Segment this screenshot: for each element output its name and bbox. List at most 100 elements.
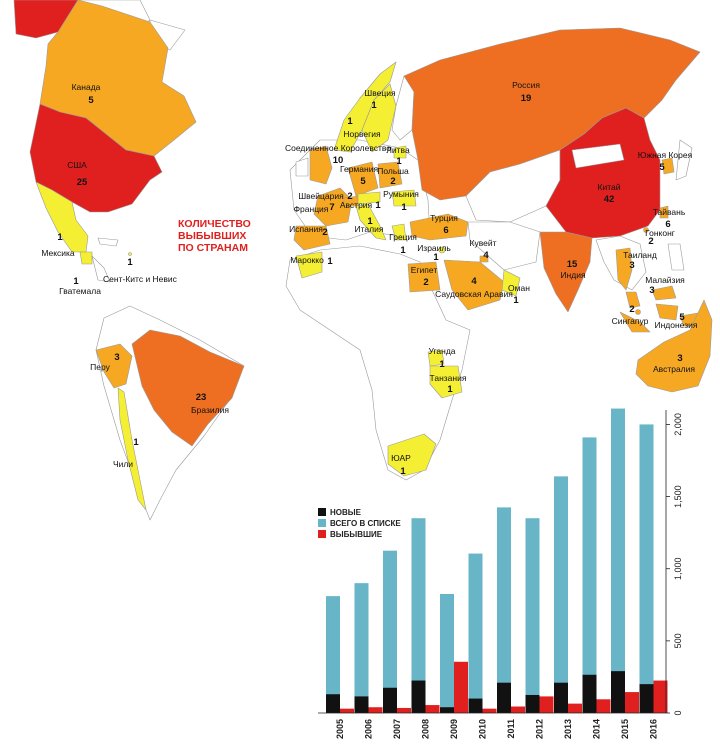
- country-shape-spain: [293, 225, 331, 251]
- country-26-count: 4: [471, 276, 477, 287]
- country-38-name: Малайзия: [645, 275, 685, 285]
- country-0-name: Канада: [72, 82, 101, 92]
- country-shape-thailand: [615, 247, 633, 291]
- country-shape-brazil: [131, 329, 245, 447]
- country-10-name: Соединенное Королевство: [285, 143, 391, 153]
- country-shape-lithuania: [393, 145, 407, 159]
- country-8-count: 1: [371, 100, 377, 111]
- x-tick-2010: 2010: [478, 719, 488, 739]
- bar-total-2008: [411, 518, 426, 713]
- mongolia-shape: [571, 143, 625, 169]
- country-shape-alaska: [13, 0, 79, 39]
- country-12-name: Германия: [340, 164, 379, 174]
- country-shape-guatemala: [79, 251, 93, 265]
- x-tick-2006: 2006: [364, 719, 374, 739]
- bar-total-2006: [354, 583, 369, 713]
- bar-new-2014: [582, 674, 597, 713]
- country-17-count: 1: [401, 202, 407, 213]
- country-3-count: 1: [73, 276, 79, 287]
- country-14-name: Швейцария: [298, 191, 344, 201]
- ireland-shape: [295, 157, 309, 177]
- bar-retired-2008: [425, 705, 440, 713]
- country-shape-china: [545, 107, 661, 239]
- country-41-name: Австралия: [653, 364, 695, 374]
- legend-label: НОВЫЕ: [330, 508, 362, 517]
- country-37-count: 3: [629, 260, 634, 271]
- country-40-count: 5: [679, 312, 685, 323]
- country-0-count: 5: [88, 95, 94, 106]
- country-19-name: Италия: [355, 224, 384, 234]
- country-16-name: Австрия: [340, 200, 373, 210]
- country-11-name: Литва: [386, 145, 410, 155]
- country-shape-chile: [117, 387, 147, 511]
- bar-retired-2013: [568, 703, 582, 713]
- country-5-count: 3: [114, 352, 119, 363]
- caribbean-shape: [97, 237, 119, 247]
- bar-retired-2015: [625, 692, 639, 713]
- country-34-count: 5: [659, 162, 665, 173]
- legend-label: ВЫБЫВШИЕ: [330, 530, 383, 539]
- country-shape-uk: [309, 145, 333, 185]
- country-shape-greece: [391, 223, 407, 241]
- country-28-name: Уганда: [428, 346, 455, 356]
- country-9-name: Норвегия: [343, 129, 381, 139]
- country-4-count: 1: [127, 257, 133, 268]
- country-7-name: Чили: [113, 459, 133, 469]
- country-27-count: 1: [513, 295, 519, 306]
- country-12-count: 5: [360, 176, 366, 187]
- country-36-name: Гонконг: [645, 228, 675, 238]
- country-26-name: Саудовская Аравия: [435, 289, 513, 299]
- country-18-name: Испания: [289, 224, 323, 234]
- country-29-count: 1: [447, 384, 453, 395]
- x-tick-2005: 2005: [335, 719, 345, 739]
- bar-total-2013: [554, 476, 568, 713]
- bar-new-2010: [468, 698, 483, 713]
- country-1-name: США: [67, 160, 87, 170]
- x-tick-2016: 2016: [649, 719, 659, 739]
- country-22-count: 6: [443, 225, 448, 236]
- country-shape-taiwan: [659, 205, 669, 219]
- country-shape-egypt: [407, 261, 441, 293]
- country-shape-italy: [355, 203, 387, 241]
- country-shape-hong-kong: [643, 227, 649, 233]
- country-32-count: 42: [604, 194, 615, 205]
- country-18-count: 2: [322, 227, 327, 238]
- bar-total-2014: [582, 437, 597, 713]
- country-33-name: Индия: [560, 270, 586, 280]
- y-tick-label: 2,000: [673, 413, 683, 436]
- bar-total-2015: [611, 408, 625, 713]
- x-tick-2007: 2007: [392, 719, 402, 739]
- philippines-shape: [667, 243, 685, 271]
- bar-total-2010: [468, 553, 483, 713]
- country-9-count: 1: [347, 116, 353, 127]
- bar-chart: 2005 2006 2007 2008 2009 2010 2011 2012 2013 2014…: [318, 408, 683, 739]
- country-shape-canada: [39, 0, 197, 157]
- country-5-name: Перу: [90, 362, 110, 372]
- country-14-count: 2: [347, 191, 352, 202]
- country-shape-poland: [377, 161, 403, 189]
- legend-swatch: [318, 508, 326, 516]
- country-24-name: Кувейт: [470, 238, 497, 248]
- country-27-name: Оман: [508, 283, 530, 293]
- bar-new-2012: [525, 694, 540, 713]
- country-17-name: Румыния: [383, 189, 419, 199]
- country-shape-india: [539, 231, 593, 313]
- x-tick-2015: 2015: [620, 719, 630, 739]
- country-4-name: Сент-Китс и Невис: [103, 274, 178, 284]
- map-heading-line-2: ВЫБЫВШИХ: [178, 230, 247, 242]
- bar-total-2012: [525, 518, 540, 713]
- country-29-name: Танзания: [430, 373, 467, 383]
- country-2-name: Мексика: [41, 248, 75, 258]
- country-36-count: 2: [648, 236, 653, 247]
- country-shape-indonesia: [619, 303, 707, 333]
- bar-new-2005: [326, 694, 340, 713]
- bar-retired-2010: [482, 708, 497, 713]
- country-shape-australia: [635, 299, 713, 393]
- x-tick-2012: 2012: [535, 719, 545, 739]
- country-shape-mexico: [35, 181, 89, 253]
- bar-new-2007: [383, 687, 397, 713]
- country-shape-israel: [438, 246, 446, 254]
- bar-new-2011: [497, 682, 511, 713]
- country-shape-south-africa: [387, 433, 437, 477]
- legend-swatch: [318, 530, 326, 538]
